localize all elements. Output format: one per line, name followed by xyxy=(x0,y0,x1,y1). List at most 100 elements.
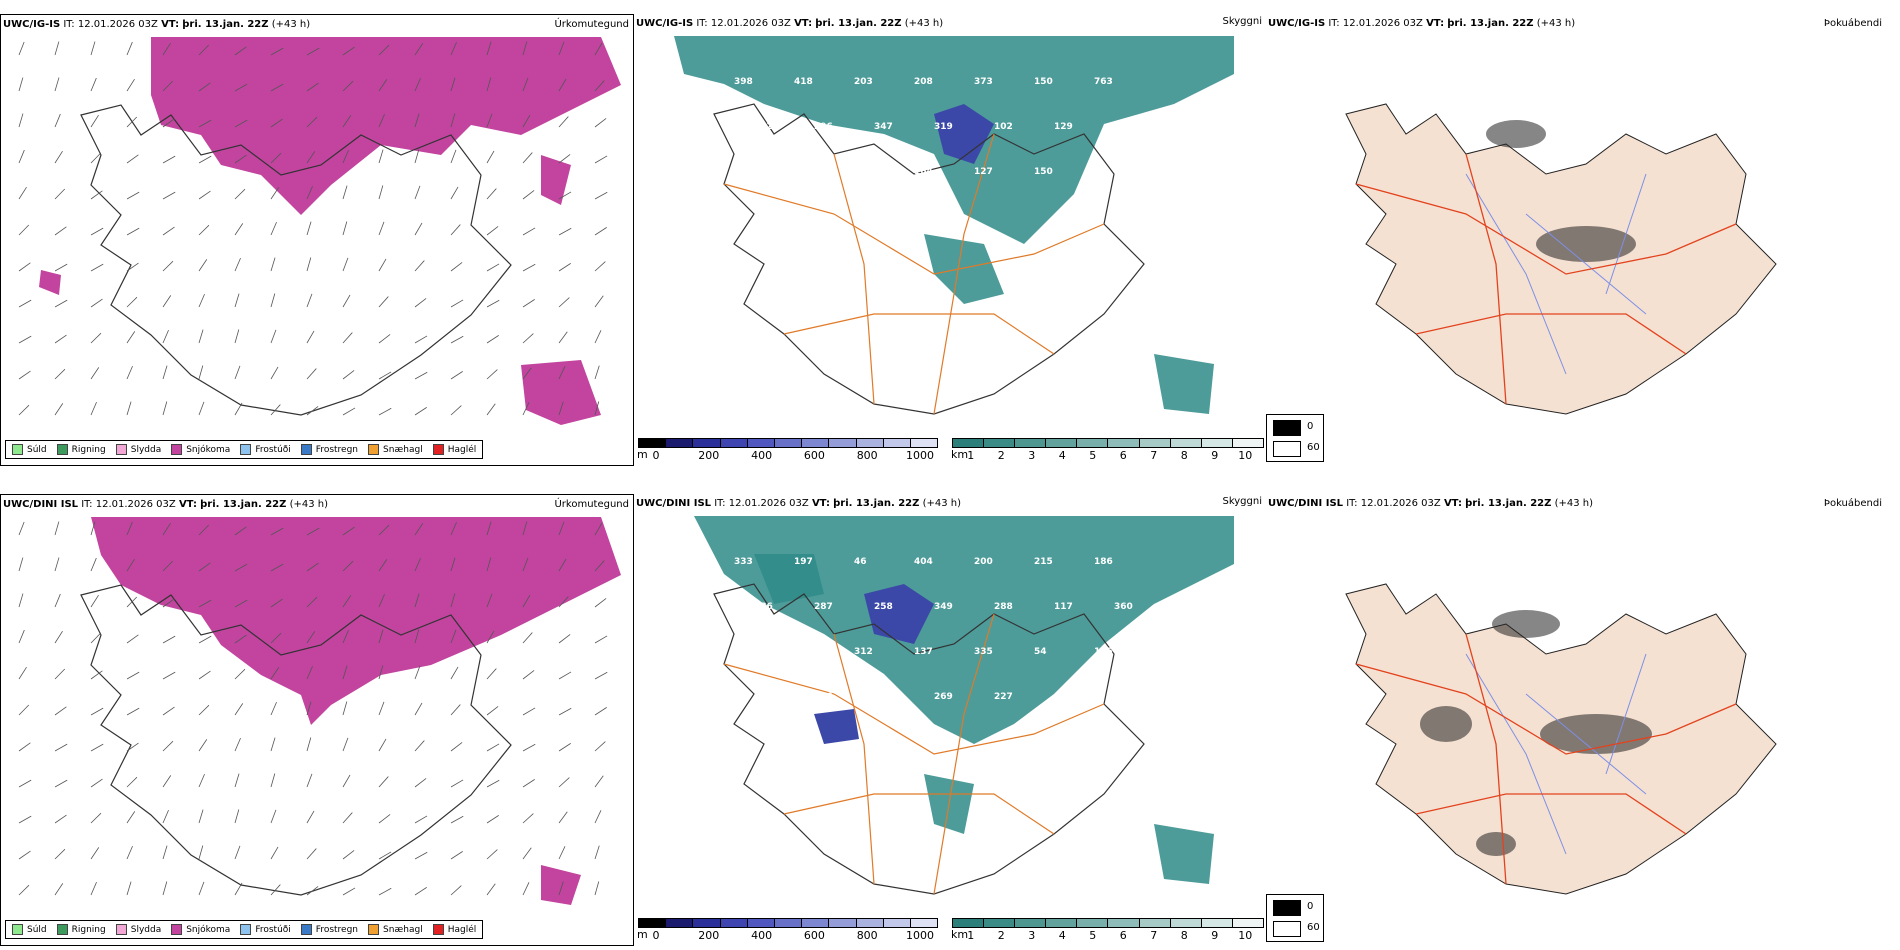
wind-barb xyxy=(414,222,423,236)
wind-barb xyxy=(90,152,102,164)
fog-panel-row1: UWC/IG-IS IT: 12.01.2026 03Z VT: þri. 13… xyxy=(1266,14,1900,466)
wind-barb xyxy=(558,116,569,128)
colorbar-swatch xyxy=(829,919,857,927)
wind-barb xyxy=(90,401,97,416)
wind-barb xyxy=(270,598,283,608)
wind-barb xyxy=(126,331,136,344)
elevation-label: 333 xyxy=(734,557,753,567)
legend-item: Súld xyxy=(12,444,47,455)
wind-barb xyxy=(486,41,492,56)
fog-legend-high-label: 0 xyxy=(1307,421,1314,432)
elevation-label: 117 xyxy=(1054,602,1073,612)
wind-barb xyxy=(18,593,24,608)
wind-barb xyxy=(450,851,463,860)
wind-barb xyxy=(414,407,427,416)
wind-barb xyxy=(198,293,205,308)
wind-barb xyxy=(378,559,388,572)
wind-barb xyxy=(414,371,428,380)
wind-barb xyxy=(342,185,348,200)
wind-barb xyxy=(306,221,312,236)
wind-barb xyxy=(378,258,387,272)
wind-barb xyxy=(126,707,140,716)
colorbar-tick: 0 xyxy=(652,449,660,462)
legend-item: Frostregn xyxy=(300,924,358,935)
elevation-label: 185 xyxy=(794,167,813,177)
wind-barb xyxy=(90,707,104,716)
wind-barb xyxy=(522,670,535,680)
fog-legend-low-label: 60 xyxy=(1307,442,1320,453)
wind-barb xyxy=(90,367,100,380)
elevation-label: 181 xyxy=(754,692,773,702)
wind-barb xyxy=(378,185,384,200)
fog-legend-low-swatch xyxy=(1273,921,1301,937)
elevation-label: 46 xyxy=(854,557,867,567)
colorbar-tick: 9 xyxy=(1211,449,1219,462)
wind-barb xyxy=(594,295,604,308)
wind-barb xyxy=(54,814,67,824)
wind-barb xyxy=(450,593,456,608)
precip-legend-row2: Súld Rigning Slydda Snjókoma Frostúði Fr… xyxy=(5,920,484,939)
wind-barb xyxy=(558,811,568,824)
wind-barb xyxy=(18,666,27,680)
wind-barb xyxy=(198,845,204,860)
wind-barb xyxy=(306,47,320,56)
wind-barb xyxy=(126,296,138,308)
cloud-title-row2: UWC/DINI ISL IT: 12.01.2026 03Z VT: þri.… xyxy=(636,498,962,509)
wind-barb xyxy=(414,815,428,824)
colorbar-tick: 6 xyxy=(1119,929,1127,942)
wind-barb xyxy=(126,116,138,128)
wind-barb xyxy=(486,403,496,416)
wind-barb xyxy=(378,371,392,380)
wind-barb xyxy=(522,557,529,572)
wind-barb xyxy=(54,299,68,308)
wind-barb xyxy=(162,671,176,680)
elevation-label: 258 xyxy=(874,602,893,612)
wind-barb xyxy=(234,223,244,236)
wind-barb xyxy=(234,809,240,824)
colorbar-tick: 3 xyxy=(1028,929,1036,942)
precip-title-row1: UWC/IG-IS IT: 12.01.2026 03Z VT: þri. 13… xyxy=(3,19,311,30)
wind-barb xyxy=(90,332,102,344)
legend-item: Snæhagl xyxy=(368,444,423,455)
wind-barb xyxy=(522,41,528,56)
wind-barb xyxy=(54,779,68,788)
elevation-label: 386 xyxy=(754,602,773,612)
wind-barb xyxy=(486,883,496,896)
wind-barb xyxy=(18,815,32,824)
wind-barb xyxy=(594,118,607,128)
wind-barb xyxy=(234,845,241,860)
wind-barb xyxy=(54,150,63,164)
wind-barb xyxy=(594,635,608,644)
wind-barb xyxy=(270,563,284,572)
wind-barb xyxy=(306,562,319,572)
wind-barb xyxy=(378,113,385,128)
wind-barb xyxy=(234,634,247,644)
wind-barb xyxy=(162,635,176,644)
wind-barb xyxy=(558,78,567,92)
wind-barb xyxy=(18,704,30,716)
wind-barb xyxy=(90,298,103,308)
wind-barb xyxy=(414,113,420,128)
vis-colorbar-swatches xyxy=(952,918,1264,928)
wind-barb xyxy=(558,191,572,200)
wind-barb xyxy=(522,263,536,272)
elevation-label: 105 xyxy=(1094,647,1113,657)
wind-barb xyxy=(306,82,319,92)
wind-barb xyxy=(594,522,603,536)
wind-barb xyxy=(486,849,498,860)
wind-barb xyxy=(594,560,605,572)
cloud-title-row1: UWC/IG-IS IT: 12.01.2026 03Z VT: þri. 13… xyxy=(636,18,944,29)
wind-barb xyxy=(18,404,30,416)
wind-barb xyxy=(450,742,463,752)
wind-barb xyxy=(342,46,355,56)
elevation-label: 360 xyxy=(1114,602,1133,612)
colorbar-swatch xyxy=(1046,919,1078,927)
colorbar-swatch xyxy=(774,439,803,447)
colorbar-swatch xyxy=(802,439,830,447)
wind-barb xyxy=(378,524,390,536)
wind-barb xyxy=(198,82,211,92)
wind-barb xyxy=(522,847,532,860)
wind-barb xyxy=(162,809,169,824)
wind-barb xyxy=(486,779,500,788)
colorbar-tick: 2 xyxy=(997,449,1005,462)
